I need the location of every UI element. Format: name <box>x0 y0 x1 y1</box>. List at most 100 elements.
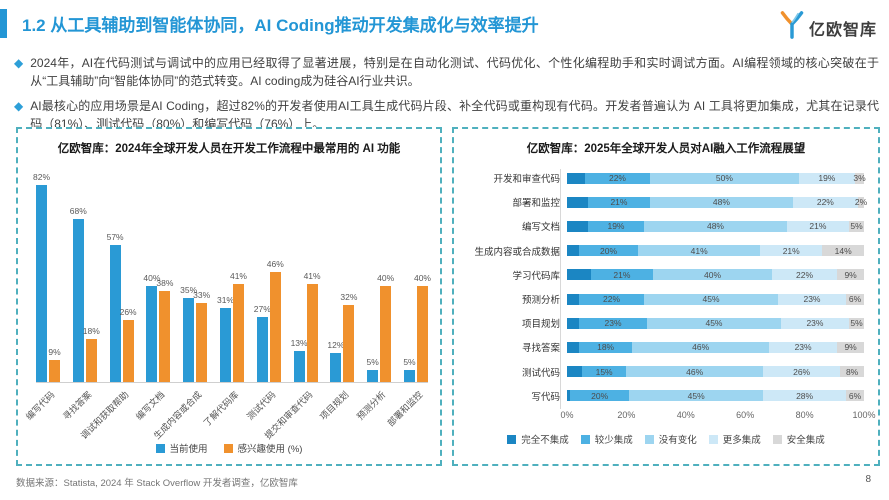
logo-text: 亿欧智库 <box>808 21 877 39</box>
x-axis-category-label: 预测分析 <box>355 389 388 422</box>
bar-感兴趣使用 (%) <box>232 283 244 382</box>
bar-感兴趣使用 (%) <box>196 302 208 382</box>
bar-value-label: 33% <box>193 289 211 300</box>
page-title: 1.2 从工具辅助到智能体协同，AI Coding推动开发集成化与效率提升 <box>22 16 539 35</box>
bar-value-label: 26% <box>119 306 137 317</box>
bar-当前使用 <box>146 286 158 382</box>
bar-segment-较少集成: 15% <box>581 366 627 378</box>
segment-value-label: 45% <box>702 294 720 305</box>
segment-value-label: 22% <box>603 294 621 305</box>
bar-segment-没有变化: 40% <box>653 269 772 281</box>
x-axis-category-label: 部署和监控 <box>385 389 425 429</box>
bar-value-label: 41% <box>303 270 321 281</box>
segment-value-label: 22% <box>816 197 834 208</box>
stacked-bar-row: 学习代码库 21% 40% 22% 9% <box>464 263 864 287</box>
segment-value-label: 19% <box>818 173 836 184</box>
segment-value-label: 40% <box>703 269 722 280</box>
bar-感兴趣使用 (%) <box>159 290 171 382</box>
legend-item: 感兴趣使用 (%) <box>223 441 302 455</box>
bar-segment-没有变化: 48% <box>650 196 793 208</box>
bar-group: 82% 9% 编写代码 <box>24 169 61 422</box>
bar-segment-没有变化: 46% <box>626 366 763 378</box>
summary-bullets: ◆ 2024年，AI在代码测试与调试中的应用已经取得了显著进展，特别是在自动化测… <box>14 54 879 140</box>
bar-group: 27% 46% 测试代码 <box>245 169 284 422</box>
bar-segment-较少集成: 19% <box>587 220 645 232</box>
bar-group: 40% 38% 编写文档 <box>134 169 174 422</box>
left-chart-title: 亿欧智库：2024年全球开发人员在开发工作流程中最常用的 AI 功能 <box>57 143 401 155</box>
bar-segment-安全集成: 2% <box>855 196 867 208</box>
segment-value-label: 20% <box>591 390 609 401</box>
bar-segment-更多集成: 23% <box>777 293 847 305</box>
segment-value-label: 21% <box>610 197 628 208</box>
segment-value-label: 23% <box>803 294 821 305</box>
row-category-label: 编写文档 <box>521 222 560 234</box>
bar-value-label: 38% <box>156 277 174 288</box>
segment-value-label: 26% <box>793 366 811 377</box>
segment-value-label: 20% <box>600 245 618 256</box>
bar-segment-完全不集成 <box>567 341 579 353</box>
row-category-label: 部署和监控 <box>512 198 560 210</box>
bar-segment-没有变化: 46% <box>632 341 769 353</box>
legend-label: 完全不集成 <box>521 435 569 446</box>
x-axis-category-label: 了解代码库 <box>201 389 241 429</box>
bar-value-label: 13% <box>290 337 308 348</box>
bar-segment-完全不集成 <box>567 245 579 257</box>
bar-value-label: 27% <box>253 304 271 315</box>
bar-value-label: 40% <box>143 273 161 283</box>
bar-当前使用 <box>403 370 415 382</box>
segment-value-label: 15% <box>595 366 613 377</box>
segment-value-label: 5% <box>850 318 863 329</box>
legend-swatch <box>580 434 590 444</box>
bar-segment-安全集成: 9% <box>837 269 864 281</box>
bar-segment-没有变化: 50% <box>650 172 799 184</box>
bar-segment-完全不集成 <box>567 172 585 184</box>
bar-当前使用 <box>256 317 268 382</box>
bar-group: 5% 40% 部署和监控 <box>386 169 431 428</box>
title-accent-bar <box>0 9 7 38</box>
bar-segment-更多集成: 21% <box>786 220 850 232</box>
x-axis-tick-label: 100% <box>852 410 876 420</box>
x-axis-tick-label: 80% <box>795 410 814 420</box>
legend-label: 当前使用 <box>169 444 208 455</box>
bar-感兴趣使用 (%) <box>85 338 97 382</box>
left-chart-panel: 亿欧智库：2024年全球开发人员在开发工作流程中最常用的 AI 功能 82% 9%… <box>16 127 442 466</box>
bar-当前使用 <box>293 350 305 382</box>
row-category-label: 开发和审查代码 <box>493 174 560 186</box>
bar-value-label: 82% <box>32 172 51 183</box>
row-category-label: 写代码 <box>531 391 560 403</box>
stacked-bar: 22% 50% 19% 3% <box>567 172 866 184</box>
legend-swatch <box>708 434 718 444</box>
bar-value-label: 40% <box>413 273 431 283</box>
x-axis-tick-label: 40% <box>676 410 695 420</box>
segment-value-label: 8% <box>845 366 859 377</box>
brand-logo: 亿欧智库 <box>779 10 877 45</box>
stacked-bar: 21% 40% 22% 9% <box>567 269 864 281</box>
bar-segment-较少集成: 23% <box>578 317 648 329</box>
segment-value-label: 41% <box>690 245 708 256</box>
row-category-label: 寻找答案 <box>521 343 560 355</box>
row-category-label: 项目规划 <box>521 319 560 331</box>
segment-value-label: 45% <box>687 390 705 401</box>
bar-value-label: 68% <box>69 205 87 216</box>
bar-segment-完全不集成 <box>567 220 588 232</box>
x-axis-category-label: 测试代码 <box>244 389 278 422</box>
bar-segment-较少集成: 20% <box>569 390 630 402</box>
diamond-bullet-icon: ◆ <box>14 56 24 70</box>
bar-value-label: 32% <box>340 292 358 303</box>
bar-感兴趣使用 (%) <box>269 271 281 382</box>
stacked-bar-row: 生成内容或合成数据 20% 41% 21% 14% <box>464 239 864 263</box>
stacked-bar-row: 部署和监控 21% 48% 22% 2% <box>464 190 867 214</box>
bar-value-label: 46% <box>266 258 284 269</box>
x-axis-tick-label: 0% <box>560 410 574 420</box>
legend-swatch <box>507 434 517 444</box>
bar-group: 68% 18% 寻找答案 <box>61 169 100 422</box>
bar-segment-更多集成: 22% <box>771 269 838 281</box>
segment-value-label: 3% <box>853 173 866 184</box>
stacked-bar: 21% 48% 22% 2% <box>567 196 867 208</box>
legend-label: 安全集成 <box>786 435 825 446</box>
bar-value-label: 5% <box>366 357 379 367</box>
stacked-bar: 20% 45% 28% 6% <box>567 390 864 402</box>
segment-value-label: 9% <box>844 342 857 353</box>
bar-当前使用 <box>367 370 379 382</box>
stacked-bar-row: 项目规划 23% 45% 23% 5% <box>464 311 864 335</box>
